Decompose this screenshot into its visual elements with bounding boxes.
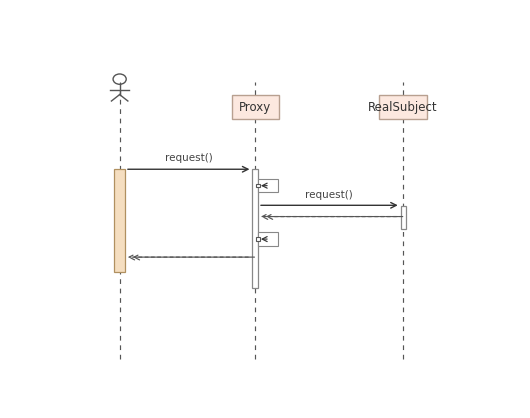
Bar xyxy=(379,95,427,120)
Bar xyxy=(258,179,278,192)
Bar xyxy=(252,169,258,288)
Text: Proxy: Proxy xyxy=(239,101,271,114)
Bar xyxy=(256,237,260,241)
Text: RealSubject: RealSubject xyxy=(368,101,438,114)
Text: request(): request() xyxy=(165,153,213,163)
Bar xyxy=(232,95,279,120)
Bar xyxy=(401,206,405,229)
Text: request(): request() xyxy=(305,189,353,199)
Bar xyxy=(114,169,125,272)
Bar xyxy=(256,184,260,187)
Bar xyxy=(258,232,278,246)
